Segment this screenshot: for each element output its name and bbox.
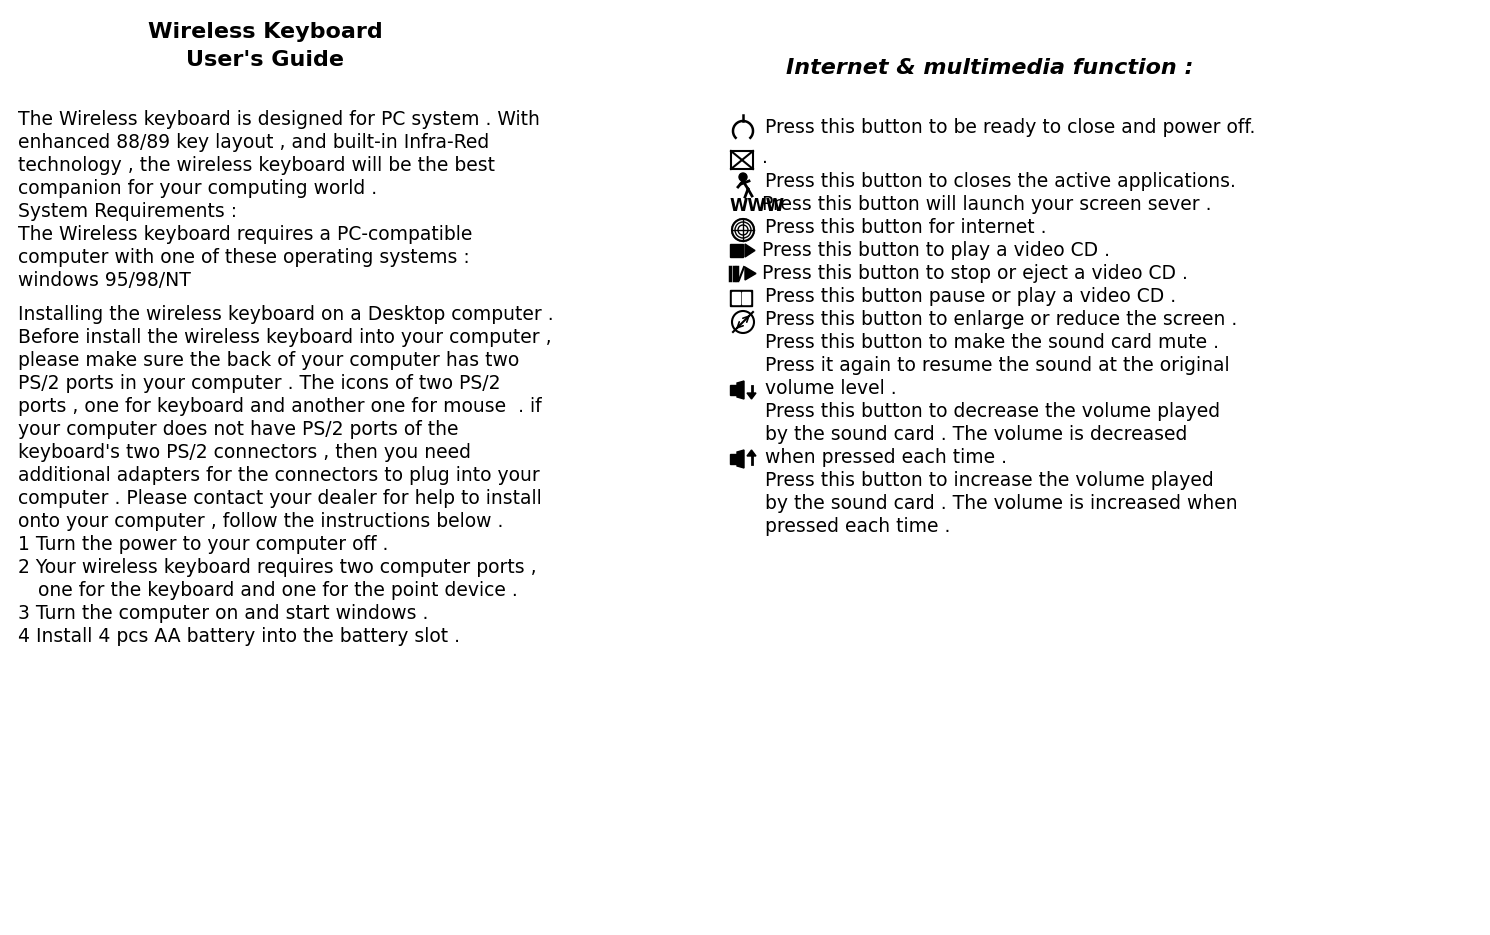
- Text: Press this button to play a video CD .: Press this button to play a video CD .: [761, 241, 1110, 260]
- Text: The Wireless keyboard requires a PC-compatible: The Wireless keyboard requires a PC-comp…: [18, 225, 472, 244]
- Text: Press this button to decrease the volume played: Press this button to decrease the volume…: [764, 402, 1220, 421]
- Bar: [730, 454, 738, 464]
- Circle shape: [732, 219, 754, 241]
- Text: Before install the wireless keyboard into your computer ,: Before install the wireless keyboard int…: [18, 328, 551, 347]
- Text: keyboard's two PS/2 connectors , then you need: keyboard's two PS/2 connectors , then yo…: [18, 443, 471, 462]
- Text: Press this button for internet .: Press this button for internet .: [764, 218, 1046, 237]
- Text: Press this button to closes the active applications.: Press this button to closes the active a…: [764, 172, 1235, 191]
- Polygon shape: [738, 381, 744, 399]
- Text: onto your computer , follow the instructions below .: onto your computer , follow the instruct…: [18, 512, 504, 531]
- Text: volume level .: volume level .: [764, 379, 897, 398]
- Text: technology , the wireless keyboard will be the best: technology , the wireless keyboard will …: [18, 156, 495, 175]
- Text: computer . Please contact your dealer for help to install: computer . Please contact your dealer fo…: [18, 489, 542, 508]
- Text: additional adapters for the connectors to plug into your: additional adapters for the connectors t…: [18, 466, 539, 485]
- Text: System Requirements :: System Requirements :: [18, 202, 237, 221]
- Polygon shape: [745, 267, 755, 280]
- Text: Press this button pause or play a video CD .: Press this button pause or play a video …: [764, 287, 1176, 306]
- Text: 1 Turn the power to your computer off .: 1 Turn the power to your computer off .: [18, 535, 389, 554]
- Text: Press this button to make the sound card mute .: Press this button to make the sound card…: [764, 333, 1219, 352]
- Circle shape: [739, 173, 746, 181]
- Text: Installing the wireless keyboard on a Desktop computer .: Installing the wireless keyboard on a De…: [18, 305, 554, 324]
- Polygon shape: [745, 244, 755, 257]
- Text: enhanced 88/89 key layout , and built-in Infra-Red: enhanced 88/89 key layout , and built-in…: [18, 133, 489, 152]
- Bar: [732, 292, 741, 304]
- Text: .: .: [761, 148, 767, 167]
- Text: 2 Your wireless keyboard requires two computer ports ,: 2 Your wireless keyboard requires two co…: [18, 558, 536, 577]
- Text: Press this button to enlarge or reduce the screen .: Press this button to enlarge or reduce t…: [764, 310, 1237, 329]
- Text: User's Guide: User's Guide: [186, 50, 344, 70]
- Polygon shape: [746, 393, 755, 399]
- Text: windows 95/98/NT: windows 95/98/NT: [18, 271, 191, 290]
- Text: pressed each time .: pressed each time .: [764, 517, 951, 536]
- Bar: [742, 292, 749, 304]
- Bar: [732, 151, 752, 169]
- Text: by the sound card . The volume is decreased: by the sound card . The volume is decrea…: [764, 425, 1188, 444]
- Text: 3 Turn the computer on and start windows .: 3 Turn the computer on and start windows…: [18, 604, 429, 623]
- Text: Wireless Keyboard: Wireless Keyboard: [148, 22, 383, 42]
- Text: PS/2 ports in your computer . The icons of two PS/2: PS/2 ports in your computer . The icons …: [18, 374, 501, 393]
- Text: Press this button to increase the volume played: Press this button to increase the volume…: [764, 471, 1214, 490]
- Text: Press it again to resume the sound at the original: Press it again to resume the sound at th…: [764, 356, 1229, 375]
- Text: when pressed each time .: when pressed each time .: [764, 448, 1007, 467]
- Text: please make sure the back of your computer has two: please make sure the back of your comput…: [18, 351, 519, 370]
- Bar: [730, 244, 744, 257]
- Polygon shape: [746, 450, 755, 456]
- Bar: [730, 290, 752, 306]
- Text: The Wireless keyboard is designed for PC system . With: The Wireless keyboard is designed for PC…: [18, 110, 539, 129]
- Text: Press this button will launch your screen sever .: Press this button will launch your scree…: [761, 195, 1211, 214]
- Text: companion for your computing world .: companion for your computing world .: [18, 179, 377, 198]
- Text: one for the keyboard and one for the point device .: one for the keyboard and one for the poi…: [39, 581, 517, 600]
- Text: by the sound card . The volume is increased when: by the sound card . The volume is increa…: [764, 494, 1238, 513]
- Bar: [730, 385, 738, 395]
- Text: Internet & multimedia function :: Internet & multimedia function :: [787, 58, 1193, 78]
- Text: Press this button to stop or eject a video CD .: Press this button to stop or eject a vid…: [761, 264, 1188, 283]
- Text: 4 Install 4 pcs AA battery into the battery slot .: 4 Install 4 pcs AA battery into the batt…: [18, 627, 460, 646]
- Text: WWW: WWW: [730, 197, 785, 215]
- Text: Press this button to be ready to close and power off.: Press this button to be ready to close a…: [764, 118, 1256, 137]
- Text: computer with one of these operating systems :: computer with one of these operating sys…: [18, 248, 469, 267]
- Text: ports , one for keyboard and another one for mouse  . if: ports , one for keyboard and another one…: [18, 397, 542, 416]
- Circle shape: [732, 311, 754, 333]
- Text: your computer does not have PS/2 ports of the: your computer does not have PS/2 ports o…: [18, 420, 459, 439]
- Polygon shape: [738, 450, 744, 468]
